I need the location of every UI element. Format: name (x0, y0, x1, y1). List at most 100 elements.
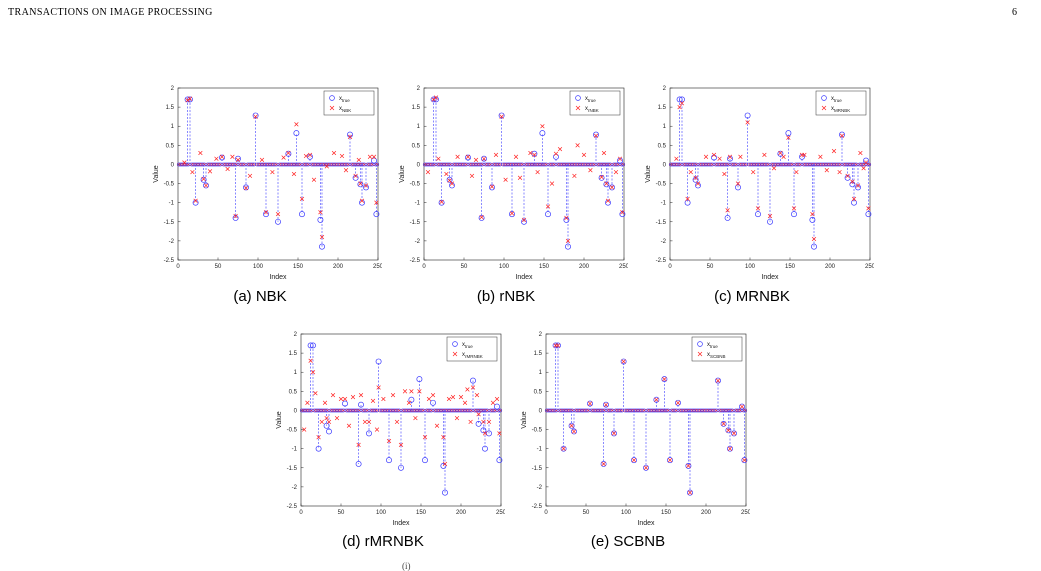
true-point (741, 457, 748, 464)
estimated-point (465, 154, 471, 159)
estimated-point (601, 150, 607, 156)
true-point (342, 400, 348, 407)
x-tick-label: 100 (499, 264, 510, 270)
estimated-point (359, 198, 365, 203)
true-point (203, 182, 209, 189)
true-point (438, 199, 445, 206)
zero-marker-est (375, 408, 379, 413)
estimated-point (441, 435, 446, 440)
estimated-point (587, 401, 593, 406)
true-point (731, 430, 737, 437)
zero-marker-est (544, 162, 548, 167)
estimated-point (422, 435, 428, 440)
estimated-point (259, 157, 265, 163)
estimated-point (233, 213, 238, 219)
zero-marker-true (375, 162, 380, 167)
true-point (675, 399, 681, 406)
estimated-point (717, 156, 722, 161)
estimated-point (727, 154, 733, 159)
x-tick-label: 250 (741, 510, 750, 516)
estimated-point (343, 168, 349, 173)
estimated-point (528, 150, 533, 156)
y-tick-label: 0 (539, 408, 543, 414)
true-point (371, 157, 377, 164)
estimated-point (299, 196, 305, 201)
estimated-point (726, 428, 731, 433)
true-point (475, 420, 482, 427)
true-point (319, 243, 325, 250)
true-point (685, 462, 692, 469)
estimated-point (767, 213, 773, 219)
estimated-point (367, 154, 373, 159)
y-tick-label: 0.5 (166, 143, 175, 149)
estimated-point (356, 157, 361, 163)
zero-marker-est (710, 162, 714, 167)
x-tick-label: 50 (707, 264, 714, 270)
legend-label-est: xNBK (339, 106, 351, 113)
y-tick-label: -2 (292, 485, 298, 491)
estimated-point (561, 446, 566, 451)
estimated-point (235, 157, 241, 163)
panel-d-plot: 0 50 100 150 200 250 2 1.5 1 0.5 0 -0.5 -1 -1.5 -2 -2.5… (273, 330, 505, 528)
true-point (317, 216, 324, 223)
true-point (603, 181, 610, 188)
true-point (232, 215, 239, 221)
zero-marker-est (766, 162, 770, 167)
estimated-point (613, 169, 619, 175)
true-point (725, 427, 732, 434)
y-axis-label: Value (276, 411, 283, 428)
x-tick-label: 100 (253, 264, 264, 270)
true-point (496, 457, 503, 464)
estimated-point (203, 183, 209, 188)
estimated-point (286, 150, 291, 156)
y-tick-label: -0.5 (656, 182, 667, 188)
estimated-point (190, 169, 195, 175)
true-point (486, 430, 492, 437)
y-tick-label: -2.5 (410, 258, 421, 264)
estimated-point (225, 166, 230, 172)
legend-label-true: xtrue (707, 342, 718, 349)
y-tick-label: -1 (169, 201, 175, 207)
x-tick-label: 200 (825, 264, 836, 270)
estimated-point (725, 208, 730, 213)
estimated-point (679, 101, 685, 106)
estimated-point (193, 198, 198, 203)
legend-marker-true (821, 95, 827, 101)
panel-e-caption: (e) SCBNB (590, 533, 666, 550)
y-tick-label: -2.5 (287, 504, 298, 510)
y-tick-label: -1 (415, 201, 421, 207)
zero-marker-est (218, 162, 222, 167)
estimated-point (334, 415, 340, 421)
legend-label-est: xMRNBK (831, 106, 850, 113)
true-point (777, 150, 784, 157)
estimated-point (851, 196, 857, 201)
estimated-point (219, 154, 225, 159)
x-tick-label: 200 (456, 510, 467, 516)
panel-e-plot: 0 50 100 150 200 250 2 1.5 1 0.5 0 -0.5 -1 -1.5 -2 -2.5… (518, 330, 750, 528)
estimated-point (609, 185, 615, 190)
zero-marker-est (370, 162, 374, 167)
zero-marker-est (620, 408, 624, 413)
estimated-point (675, 400, 681, 405)
estimated-point (291, 171, 297, 177)
estimated-point (436, 156, 441, 161)
zero-marker-est (714, 408, 718, 413)
true-point (620, 358, 627, 365)
y-tick-label: -2.5 (656, 258, 667, 264)
x-tick-label: 50 (583, 510, 590, 516)
estimated-point (413, 415, 418, 421)
zero-marker-est (346, 162, 350, 167)
legend-subscript-true: true (342, 98, 350, 103)
y-tick-label: 1 (539, 370, 543, 376)
estimated-point (469, 173, 475, 179)
panel-c-caption: (c) MRNBK (714, 288, 790, 305)
estimated-point (275, 211, 281, 217)
x-tick-label: 50 (461, 264, 468, 270)
x-tick-label: 250 (865, 264, 874, 270)
x-tick-label: 100 (376, 510, 387, 516)
true-point (200, 176, 207, 183)
y-tick-label: -0.5 (287, 428, 298, 434)
estimated-point (572, 173, 577, 179)
true-point (855, 184, 861, 191)
estimated-point (346, 423, 352, 428)
